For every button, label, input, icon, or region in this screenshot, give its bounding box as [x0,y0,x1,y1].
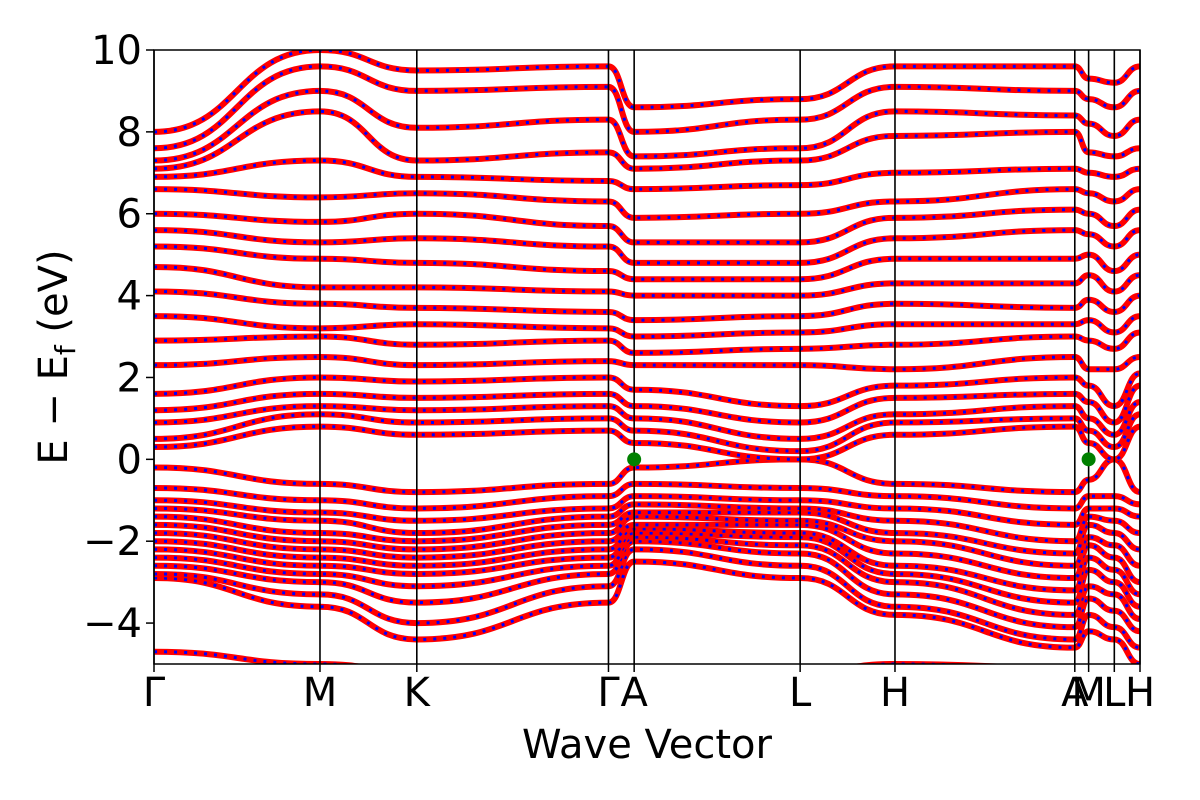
band-line-dashed-5 [154,531,1140,609]
x-axis-label: Wave Vector [522,722,773,768]
band-line-solid-16 [154,399,1140,442]
band-line-dashed-14 [154,425,1140,461]
band-line-dashed-7 [154,523,1140,584]
x-tick-label-7: A [1061,670,1089,716]
band-line-dashed-13 [154,457,1140,494]
band-lines [154,50,1140,664]
band-line-solid-1 [154,558,1140,664]
band-line-dashed-20 [154,330,1140,355]
band-line-dashed-4 [154,535,1140,621]
band-line-solid-21 [154,313,1140,340]
band-line-solid-22 [154,288,1140,324]
y-axis-label-unit: (eV) [31,249,77,345]
y-axis-label-subscript: f [49,344,82,355]
band-line-dashed-28 [154,159,1140,191]
x-axis-ticks: Γ M K Γ A L H AML H [143,664,1155,716]
x-tick-label-6: H [880,670,910,716]
band-line-dashed-10 [154,502,1140,543]
x-tick-label-8: M [1071,670,1106,716]
x-tick-label-4: A [620,670,648,716]
marked-point-1 [1081,452,1096,467]
y-axis-label: E − Ef (eV) [31,249,82,464]
band-line-solid-30 [154,87,1140,164]
y-tick-label-1: −2 [83,519,142,565]
y-tick-label-3: 2 [117,355,142,401]
band-line-solid-25 [154,227,1140,266]
x-tick-label-3: Γ [597,670,620,716]
band-line-dashed-11 [154,494,1140,527]
band-line-dashed-24 [154,244,1140,281]
x-tick-label-9: L [1103,670,1126,716]
band-line-dashed-27 [154,187,1140,220]
x-tick-label-1: M [303,670,338,716]
band-line-solid-19 [154,353,1140,373]
y-tick-label-4: 4 [117,274,142,320]
y-axis-ticks: −4 −2 0 2 4 6 8 10 [83,28,154,647]
band-line-dashed-15 [154,412,1140,453]
band-line-dashed-30 [154,89,1140,163]
y-tick-label-5: 6 [117,192,142,238]
y-axis-label-main: E − E [31,355,77,465]
plot-frame [153,49,1141,665]
x-tick-label-2: K [404,670,432,716]
y-tick-label-2: 0 [117,437,142,483]
band-line-dashed-3 [154,539,1140,633]
band-line-dashed-2 [154,547,1140,650]
band-line-dashed-29 [154,109,1140,171]
band-line-solid-6 [154,525,1140,598]
y-tick-label-7: 10 [91,28,142,74]
x-tick-label-5: L [789,670,812,716]
band-line-solid-17 [154,382,1140,426]
x-tick-label-10: H [1125,670,1155,716]
band-line-dashed-12 [154,482,1140,510]
band-line-dashed-8 [154,515,1140,568]
band-line-dashed-31 [154,64,1140,150]
marked-point-0 [627,452,642,467]
band-line-solid-18 [154,370,1140,410]
x-tick-label-0: Γ [143,670,166,716]
y-tick-label-6: 8 [117,110,142,156]
marked-points [627,452,1096,467]
band-line-dashed-9 [154,511,1140,555]
band-line-solid-26 [154,206,1140,246]
band-line-solid-32 [154,50,1140,135]
y-tick-label-0: −4 [83,601,142,647]
band-line-solid-28 [154,157,1140,193]
